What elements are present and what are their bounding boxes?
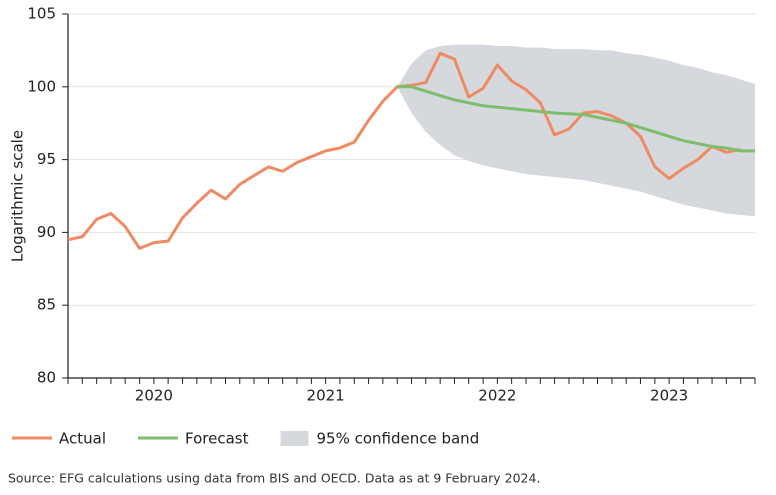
source-note: Source: EFG calculations using data from… [8,471,540,486]
legend-label: 95% confidence band [316,430,479,448]
x-tick-label: 2023 [650,387,688,405]
legend-label: Actual [59,430,106,448]
x-tick-label: 2020 [135,387,173,405]
series-line [397,85,755,153]
x-tick-label: 2021 [307,387,345,405]
y-axis-label: Logarithmic scale [9,130,27,262]
legend-label: Forecast [185,430,249,448]
legend-swatch [280,431,309,446]
confidence-band [397,44,755,217]
y-tick-label: 105 [27,5,56,23]
y-tick-label: 95 [37,150,56,168]
x-tick-label: 2022 [478,387,516,405]
y-tick-label: 90 [37,223,56,241]
y-tick-label: 85 [37,296,56,314]
y-tick-label: 100 [27,77,56,95]
y-tick-label: 80 [37,369,56,387]
